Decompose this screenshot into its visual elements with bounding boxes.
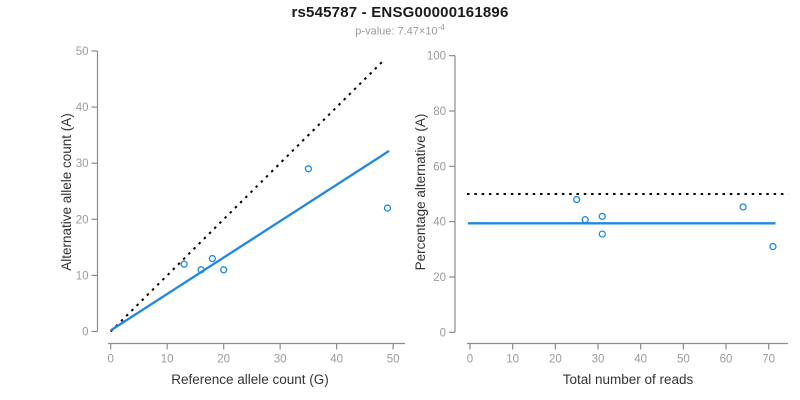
x-tick-label: 0: [467, 354, 473, 366]
data-point: [581, 216, 589, 224]
pvalue-text: p-value: 7.47×10: [355, 25, 438, 38]
figure-subtitle: p-value: 7.47×10-4: [0, 23, 800, 38]
x-tick-label: 40: [634, 354, 647, 366]
data-point: [208, 254, 217, 263]
x-axis-title: Reference allele count (G): [171, 372, 329, 387]
data-point: [739, 203, 747, 211]
figure-header: rs545787 - ENSG00000161896 p-value: 7.47…: [0, 4, 800, 38]
x-tick-label: 50: [387, 354, 400, 366]
y-tick-label: 40: [76, 102, 89, 114]
x-tick-label: 20: [549, 354, 562, 366]
data-point: [383, 204, 392, 212]
data-point: [180, 260, 188, 268]
fitted-ratio-line: [110, 149, 390, 332]
x-tick-label: 60: [720, 354, 733, 366]
y-axis-title: Percentage alternative (A): [413, 114, 428, 271]
data-point: [197, 266, 205, 274]
x-tick-label: 50: [677, 354, 690, 366]
y-tick-label: 0: [82, 327, 88, 339]
y-tick-label: 100: [427, 51, 446, 63]
y-tick-label: 50: [76, 46, 89, 58]
x-tick-label: 70: [762, 354, 775, 366]
y-tick-label: 80: [433, 106, 446, 118]
data-point: [220, 266, 228, 274]
x-tick-label: 40: [330, 354, 343, 366]
data-point: [304, 165, 313, 173]
data-point: [598, 230, 606, 238]
x-tick-label: 10: [506, 354, 519, 366]
percentage-scatter: 0 20 40 60 80 100 0 10 20 30 40 50 60 70 Total number …: [413, 51, 789, 387]
y-tick-label: 0: [440, 327, 446, 339]
y-tick-label: 60: [433, 161, 446, 173]
y-tick-label: 20: [76, 214, 89, 226]
y-tick-label: 20: [433, 272, 446, 284]
expected-50-50-line: [109, 58, 386, 333]
data-point: [573, 195, 581, 204]
pvalue-exponent: -4: [437, 23, 445, 32]
x-tick-label: 10: [161, 354, 174, 366]
data-point: [769, 242, 777, 251]
x-axis-title: Total number of reads: [563, 372, 694, 387]
x-tick-label: 30: [592, 354, 605, 366]
x-tick-label: 30: [274, 354, 287, 366]
x-tick-label: 20: [217, 354, 230, 366]
y-axis-title: Alternative allele count (A): [59, 113, 74, 271]
figure-title: rs545787 - ENSG00000161896: [291, 4, 509, 21]
data-point: [598, 212, 606, 221]
x-tick-label: 0: [107, 354, 113, 366]
y-tick-label: 10: [76, 270, 89, 282]
y-tick-label: 40: [433, 217, 446, 229]
y-tick-label: 30: [76, 158, 89, 170]
allele-count-scatter: 0 10 20 30 40 50 0 10 20 30 40 50 Reference allele c…: [59, 46, 405, 387]
